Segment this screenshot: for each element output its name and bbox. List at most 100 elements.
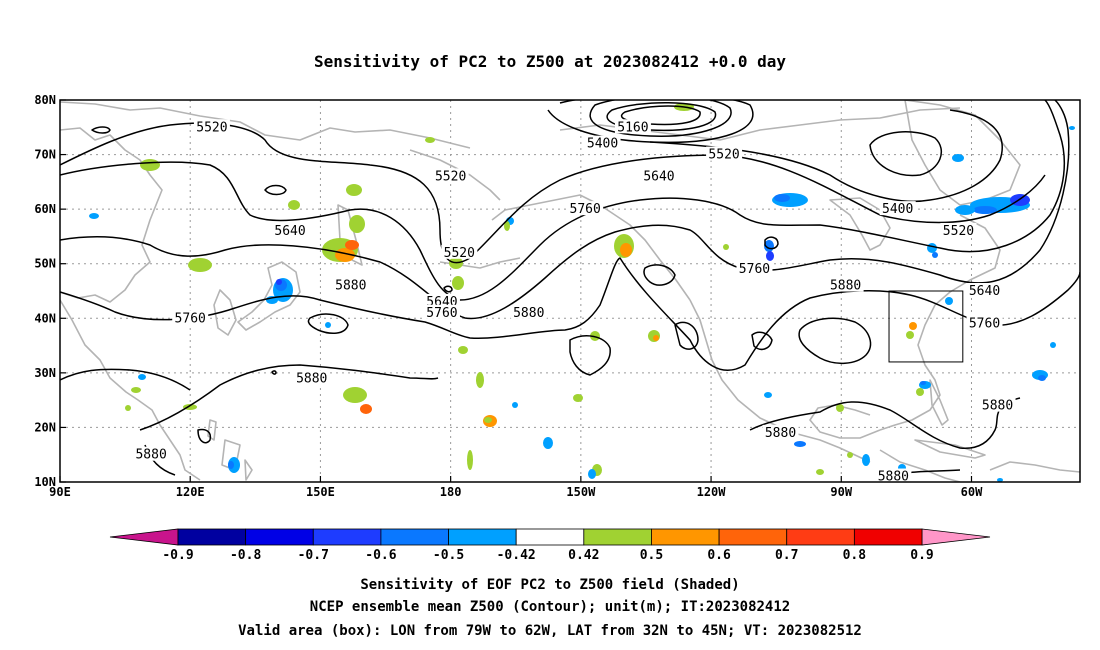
contour-label-bg bbox=[966, 283, 1003, 297]
contour-5880-ne-conus bbox=[798, 317, 872, 364]
colorbar-label: 0.42 bbox=[568, 548, 599, 563]
contour-5880-west bbox=[60, 257, 1080, 371]
contour-5280 bbox=[589, 100, 732, 137]
shade-patch bbox=[228, 461, 234, 469]
contour-label: 5640 bbox=[643, 169, 674, 184]
shade-patch bbox=[346, 184, 362, 196]
coast-alaska bbox=[491, 194, 691, 301]
shade-patch bbox=[794, 441, 806, 447]
shade-patch bbox=[764, 392, 772, 398]
coast-gulf bbox=[809, 404, 881, 439]
lon-tick-label: 90W bbox=[830, 485, 852, 499]
lat-tick-label: 40N bbox=[34, 311, 56, 325]
colorbar: -0.9 -0.8 -0.7 -0.6 -0.5 -0.42 0.42 0.5 0.6 0.7 0.… bbox=[109, 528, 991, 563]
shade-patch bbox=[188, 258, 212, 272]
shade-patch bbox=[997, 478, 1003, 482]
shade-patch bbox=[909, 322, 917, 330]
contour-label-bg bbox=[706, 146, 743, 161]
lon-tick-label: 120W bbox=[697, 485, 727, 499]
map-panel: 5520 5160 5400 5520 5520 5640 5760 5400 5520 5640… bbox=[34, 93, 1081, 499]
lon-tick-label: 60W bbox=[961, 485, 983, 499]
contour-label: 5880 bbox=[296, 371, 327, 386]
contour-5640-small2 bbox=[443, 285, 453, 293]
lat-tick-label: 20N bbox=[34, 420, 56, 434]
contour-label-bg bbox=[879, 201, 916, 216]
shade-patch bbox=[1050, 342, 1056, 348]
contour-5400-greenland bbox=[869, 131, 942, 177]
shade-patch bbox=[916, 388, 924, 396]
shade-patch bbox=[131, 387, 141, 393]
contour-label: 5160 bbox=[617, 120, 648, 135]
shade-patch bbox=[458, 346, 468, 354]
colorbar-label: -0.9 bbox=[162, 548, 193, 563]
coastlines bbox=[60, 100, 1080, 482]
contour-label-bg bbox=[762, 424, 799, 439]
lon-tick-label: 150E bbox=[306, 485, 335, 499]
contour-5880-cutoff-ne-pac bbox=[674, 321, 699, 350]
contour-label-bg bbox=[640, 168, 677, 183]
contour-label: 5880 bbox=[765, 426, 796, 441]
shade-patch bbox=[653, 335, 659, 341]
contour-labels: 5520 5160 5400 5520 5520 5640 5760 5400 5520 5640… bbox=[133, 119, 1016, 482]
shade-patch bbox=[590, 331, 600, 341]
lat-tick-label: 60N bbox=[34, 202, 56, 216]
figure-title: Sensitivity of PC2 to Z500 at 2023082412… bbox=[314, 52, 786, 71]
contour-5880-cutoff-west bbox=[751, 331, 773, 351]
lat-tick-label: 30N bbox=[34, 366, 56, 380]
colorbar-high-extension bbox=[921, 528, 991, 546]
contour-label: 5880 bbox=[830, 279, 861, 294]
shade-patch bbox=[512, 402, 518, 408]
colorbar-swatch bbox=[448, 528, 517, 546]
shade-patch bbox=[425, 137, 435, 143]
shade-patch bbox=[573, 394, 583, 402]
contour-label-bg bbox=[584, 135, 621, 150]
shade-patch bbox=[484, 417, 492, 423]
colorbar-swatch bbox=[853, 528, 923, 546]
contour-label-bg bbox=[272, 222, 309, 237]
contour-label: 5760 bbox=[175, 311, 206, 326]
shade-patch bbox=[620, 243, 632, 257]
shade-patch bbox=[504, 221, 510, 231]
coast-central-america bbox=[879, 449, 961, 482]
contour-5640-small bbox=[764, 236, 779, 250]
contour-label-bg bbox=[193, 119, 230, 134]
shade-patch bbox=[847, 452, 853, 458]
shade-patch bbox=[1069, 126, 1075, 130]
contour-5760-west bbox=[60, 100, 1070, 320]
shade-patch bbox=[288, 200, 300, 210]
coast-na-east bbox=[879, 214, 1001, 431]
coast-florida bbox=[929, 379, 949, 426]
contour-label-bg bbox=[827, 277, 864, 292]
lat-tick-label: 80N bbox=[34, 93, 56, 107]
contour-label-bg bbox=[736, 261, 773, 276]
shade-patch bbox=[816, 469, 824, 475]
shade-patch bbox=[140, 159, 160, 171]
coast-hudson bbox=[829, 197, 891, 251]
contour-5760-cutoff bbox=[643, 264, 676, 286]
contour-label: 5760 bbox=[570, 202, 601, 217]
colorbar-swatch bbox=[245, 528, 314, 546]
footer-line-2: NCEP ensemble mean Z500 (Contour); unit(… bbox=[310, 599, 790, 615]
colorbar-label: -0.5 bbox=[433, 548, 464, 563]
axis-ticks: 90E 120E 150E 180 150W 120W 90W 60W 80N 70N 60N 50N… bbox=[34, 93, 983, 499]
contour-5520-small2 bbox=[264, 184, 287, 196]
contour-label-bg bbox=[966, 315, 1003, 330]
contour-label: 5520 bbox=[196, 120, 227, 135]
shade-patch bbox=[325, 322, 331, 328]
shade-patch bbox=[125, 405, 131, 411]
lat-tick-label: 10N bbox=[34, 475, 56, 489]
colorbar-low-extension bbox=[109, 528, 179, 546]
valid-area-box bbox=[888, 290, 964, 363]
coast-taiwan bbox=[207, 419, 217, 441]
coast-asia-north bbox=[60, 101, 471, 149]
contour-5400-pole bbox=[559, 100, 754, 144]
contour-label: 5640 bbox=[969, 284, 1000, 299]
colorbar-swatch bbox=[177, 528, 247, 546]
shade-patch bbox=[836, 404, 844, 412]
colorbar-label: -0.7 bbox=[298, 548, 329, 563]
coast-na-west bbox=[689, 299, 871, 463]
colorbar-swatch bbox=[515, 528, 585, 546]
shade-patch bbox=[476, 372, 484, 388]
colorbar-swatch bbox=[312, 528, 382, 546]
